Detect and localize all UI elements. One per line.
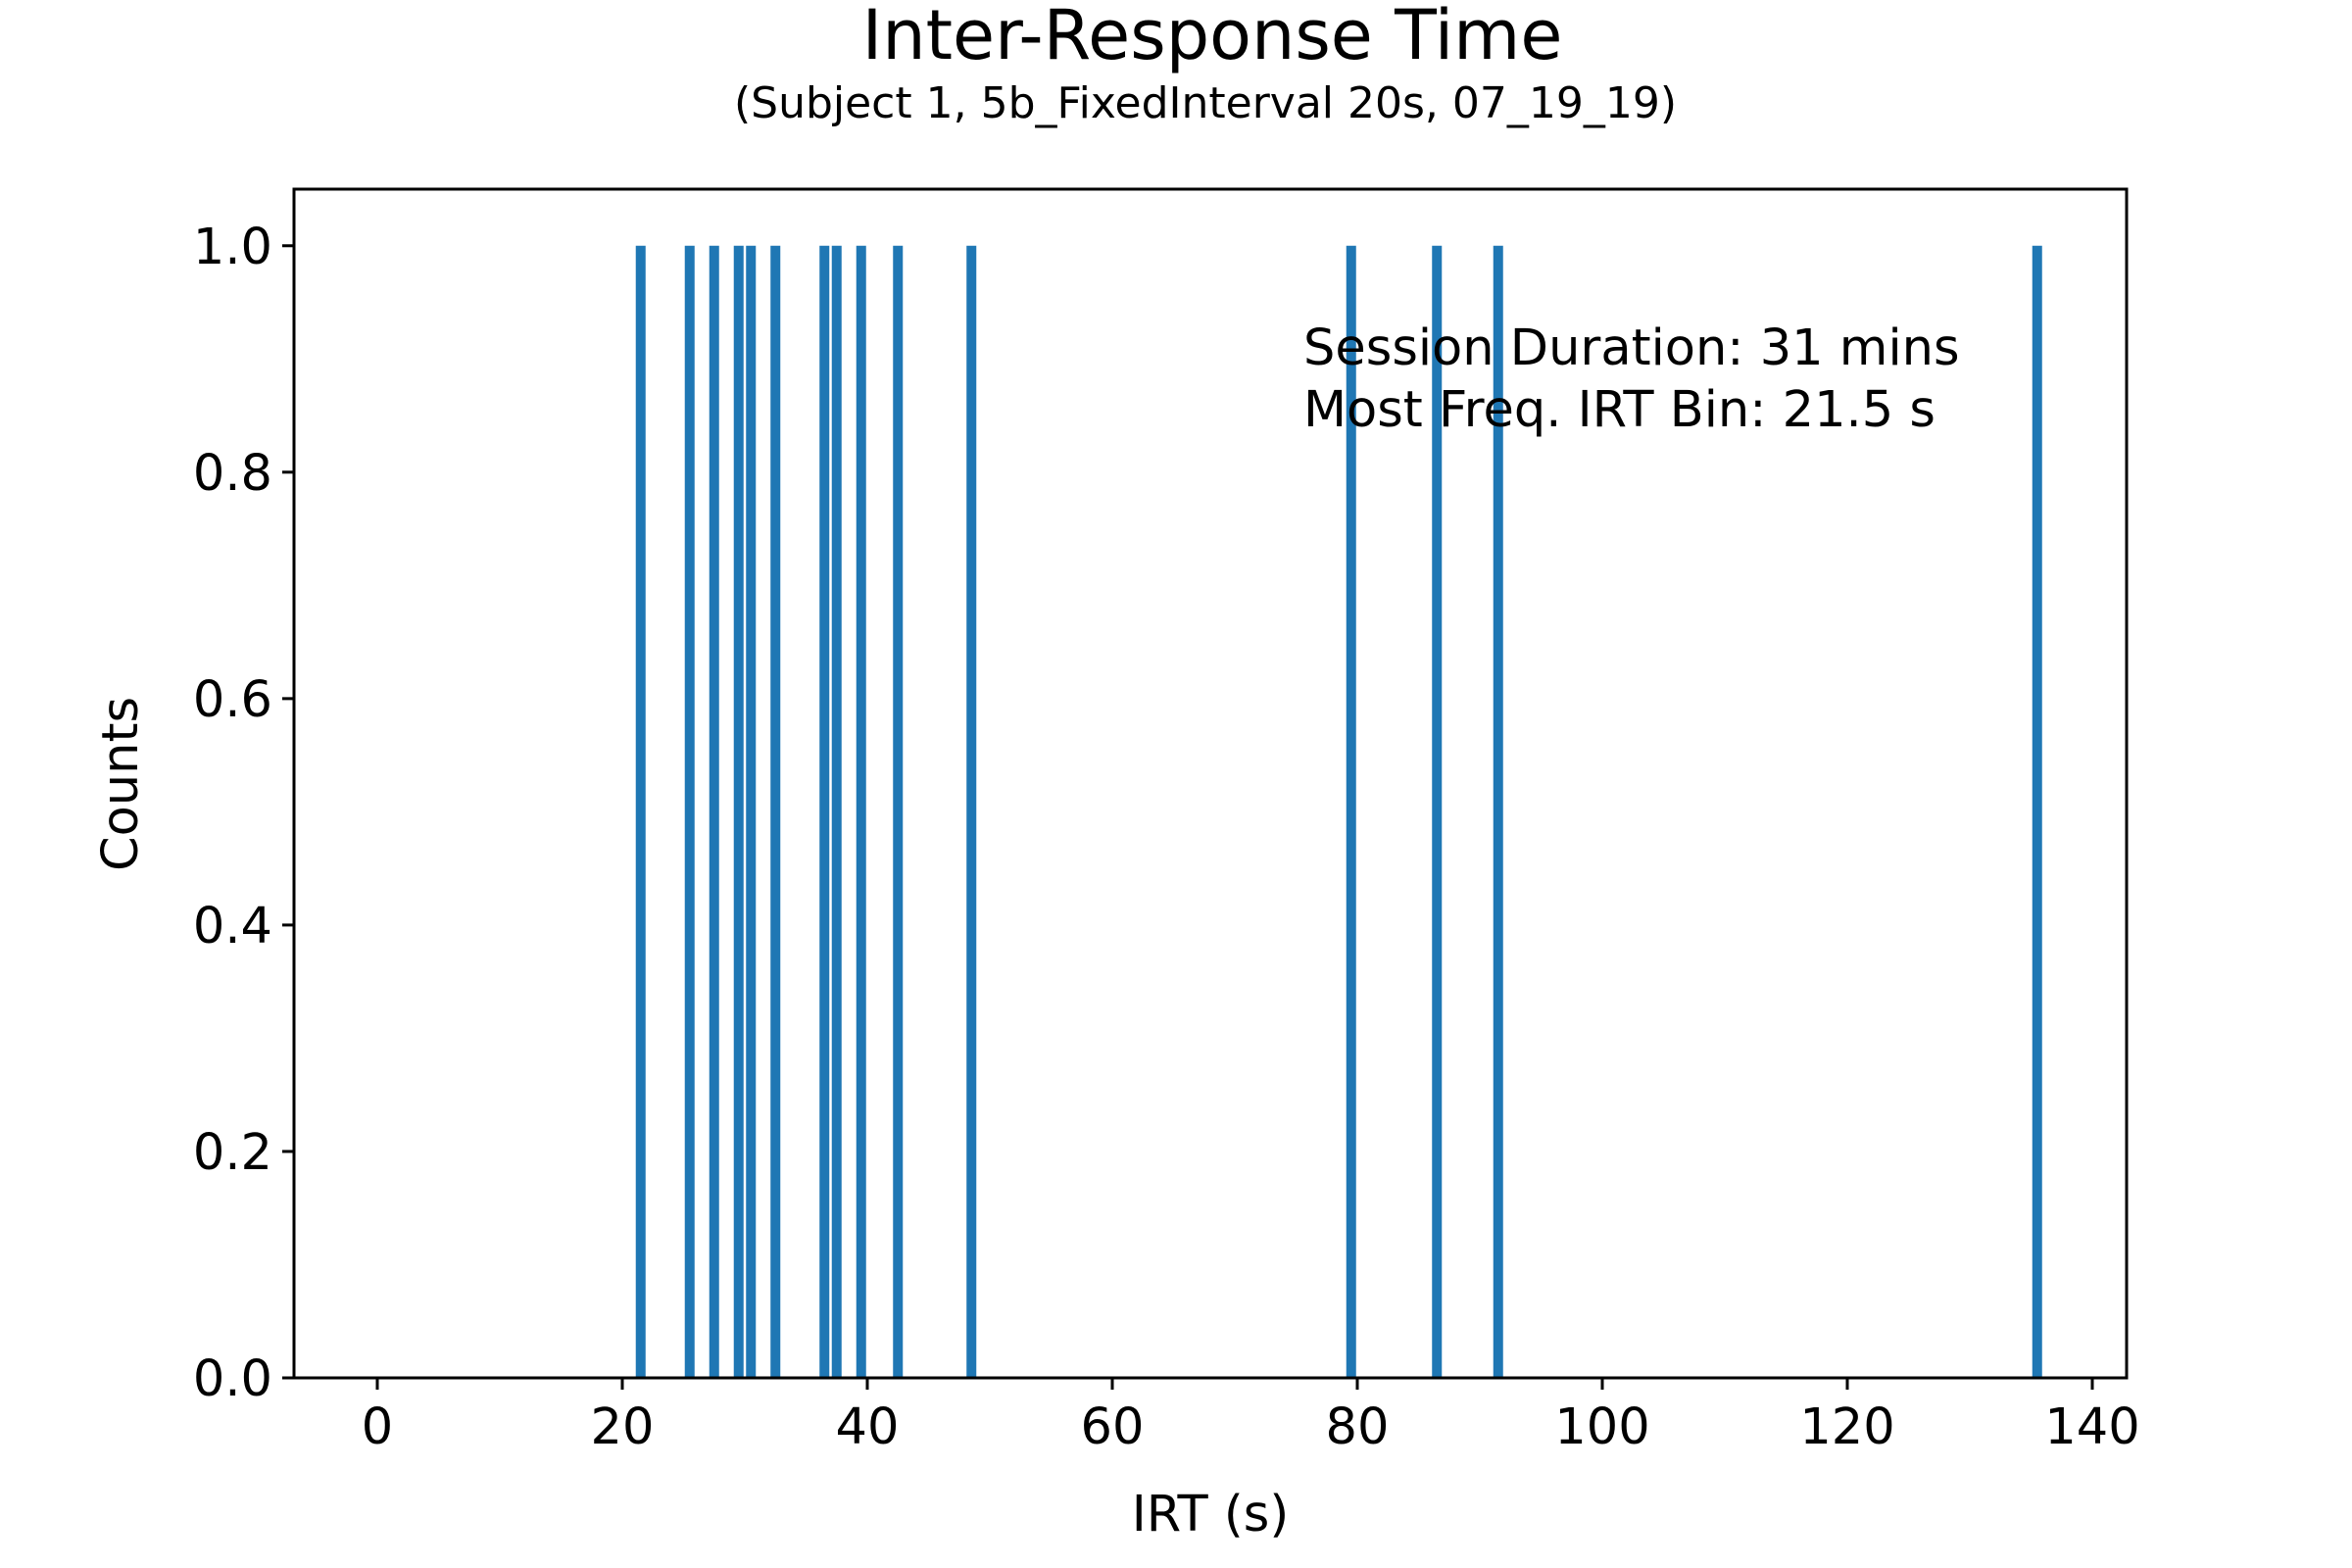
histogram-bar — [746, 245, 757, 1378]
most-freq-bin-annotation: Most Freq. IRT Bin: 21.5 s — [1303, 381, 1936, 439]
chart-subtitle: (Subject 1, 5b_FixedInterval 20s, 07_19_… — [734, 78, 1677, 128]
bars-group — [635, 245, 2042, 1378]
y-tick-label: 0.4 — [193, 898, 272, 956]
x-tick-label: 80 — [1326, 1398, 1390, 1456]
session-duration-annotation: Session Duration: 31 mins — [1303, 319, 1960, 377]
y-tick-label: 0.8 — [193, 445, 272, 503]
histogram-bar — [893, 245, 904, 1378]
x-tick-label: 100 — [1554, 1398, 1649, 1456]
y-tick-label: 0.0 — [193, 1350, 272, 1408]
x-axis-ticks: 0 20 40 60 80 100 120 140 — [362, 1378, 2140, 1456]
plot-frame — [292, 187, 2129, 1380]
histogram-bar — [684, 245, 695, 1378]
histogram-bar — [819, 245, 830, 1378]
y-tick-label: 0.6 — [193, 671, 272, 729]
x-tick-label: 60 — [1081, 1398, 1145, 1456]
histogram-bar — [966, 245, 977, 1378]
histogram-bar — [1432, 245, 1443, 1378]
y-tick-label: 0.2 — [193, 1124, 272, 1182]
histogram-bar — [1493, 245, 1503, 1378]
x-tick-label: 140 — [2044, 1398, 2139, 1456]
histogram-bar — [770, 245, 781, 1378]
x-axis-label: IRT (s) — [1132, 1486, 1290, 1544]
histogram-bar — [635, 245, 646, 1378]
y-axis-ticks: 0.0 0.2 0.4 0.6 0.8 1.0 — [193, 219, 294, 1408]
x-tick-label: 20 — [591, 1398, 655, 1456]
chart-title: Inter-Response Time — [862, 0, 1563, 75]
x-tick-label: 40 — [836, 1398, 900, 1456]
histogram-bar — [2032, 245, 2042, 1378]
histogram-bar — [1346, 245, 1356, 1378]
x-tick-label: 120 — [1799, 1398, 1894, 1456]
histogram-bar — [856, 245, 866, 1378]
x-tick-label: 0 — [362, 1398, 393, 1456]
histogram-bar — [733, 245, 744, 1378]
y-tick-label: 1.0 — [193, 219, 272, 276]
histogram-bar — [831, 245, 842, 1378]
histogram-bar — [709, 245, 719, 1378]
y-axis-label: Counts — [92, 697, 150, 871]
